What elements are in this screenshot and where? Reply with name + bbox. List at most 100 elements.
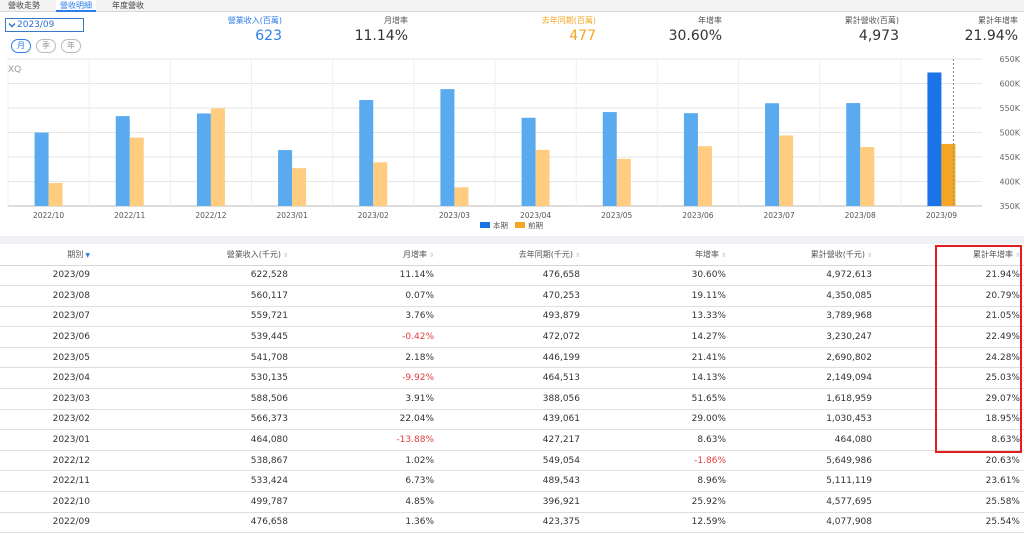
stat-cumulative-label: 累計營收(百萬) — [844, 16, 899, 25]
table-row[interactable]: 2023/08 560,117 0.07% 470,253 19.11% 4,350,08… — [0, 285, 1024, 307]
x-tick-label: 2023/08 — [845, 211, 876, 220]
cell-last-year: 489,543 — [438, 470, 584, 493]
cell-last-year: 388,056 — [438, 388, 584, 410]
cell-revenue: 560,117 — [94, 285, 292, 307]
tab-revenue-trend[interactable]: 營收走勢 — [8, 1, 40, 10]
segment-quarter[interactable]: 季 — [36, 39, 56, 53]
table-row[interactable]: 2023/01 464,080 -13.88% 427,217 8.63% 464,080… — [0, 429, 1024, 451]
bar-previous — [292, 168, 307, 206]
x-tick-label: 2023/02 — [358, 211, 389, 220]
cell-cumulative-yoy: 20.79% — [876, 285, 1024, 307]
table-row[interactable]: 2023/05 541,708 2.18% 446,199 21.41% 2,690,80… — [0, 347, 1024, 369]
col-header-label: 去年同期(千元) — [518, 250, 573, 260]
cell-cumulative-yoy: 22.49% — [876, 326, 1024, 348]
cell-cumulative-yoy: 21.05% — [876, 306, 1024, 328]
cell-mom: -0.42% — [292, 326, 438, 348]
cell-revenue: 588,506 — [94, 388, 292, 410]
col-header-revenue[interactable]: 營業收入(千元) ⇕ — [94, 245, 292, 266]
table-row[interactable]: 2023/02 566,373 22.04% 439,061 29.00% 1,030,4… — [0, 409, 1024, 431]
bar-current — [846, 103, 861, 206]
stat-revenue: 營業收入(百萬) 623 — [172, 15, 282, 44]
sort-icon: ⇕ — [1014, 252, 1020, 260]
cell-last-year: 396,921 — [438, 491, 584, 513]
cell-period: 2022/10 — [0, 491, 94, 513]
col-header-label: 累計營收(千元) — [810, 250, 865, 260]
table-row[interactable]: 2022/09 476,658 1.36% 423,375 12.59% 4,077,90… — [0, 512, 1024, 534]
bar-previous — [129, 137, 144, 206]
period-select[interactable]: 2023/09 — [5, 18, 84, 32]
cell-revenue: 538,867 — [94, 450, 292, 472]
col-header-yoy[interactable]: 年增率 ⇕ — [584, 245, 730, 266]
revenue-chart: 350K 400K 450K 500K 550K 600K 650K XQ 2022/10 202… — [0, 55, 1024, 234]
table-row[interactable]: 2022/10 499,787 4.85% 396,921 25.92% 4,577,69… — [0, 491, 1024, 513]
table-row[interactable]: 2023/04 530,135 -9.92% 464,513 14.13% 2,149,0… — [0, 367, 1024, 390]
stat-last-year-value: 477 — [569, 28, 596, 44]
bar-current — [34, 132, 49, 206]
col-header-label: 年增率 — [694, 250, 719, 260]
cell-period: 2022/12 — [0, 450, 94, 472]
col-header-cumulative[interactable]: 累計營收(千元) ⇕ — [730, 245, 876, 266]
table-row[interactable]: 2023/03 588,506 3.91% 388,056 51.65% 1,618,95… — [0, 388, 1024, 410]
segment-year[interactable]: 年 — [61, 39, 81, 53]
tab-revenue-detail[interactable]: 營收明細 — [56, 0, 96, 12]
cell-cumulative: 4,972,613 — [730, 265, 876, 287]
table-row[interactable]: 2022/12 538,867 1.02% 549,054 -1.86% 5,649,98… — [0, 450, 1024, 472]
cell-mom: 3.76% — [292, 306, 438, 328]
bar-current — [765, 103, 780, 206]
col-header-cumulative-yoy[interactable]: 累計年增率 ⇕ — [876, 245, 1024, 266]
legend-label-current: 本期 — [493, 220, 508, 230]
y-tick-label: 400K — [999, 178, 1020, 187]
stat-mom-value: 11.14% — [354, 28, 408, 44]
x-tick-label: 2023/03 — [439, 211, 470, 220]
cell-cumulative-yoy: 18.95% — [876, 409, 1024, 431]
cell-mom: 0.07% — [292, 285, 438, 307]
bar-current — [115, 116, 130, 206]
cell-last-year: 423,375 — [438, 512, 584, 534]
cell-period: 2023/06 — [0, 326, 94, 348]
table-row[interactable]: 2022/11 533,424 6.73% 489,543 8.96% 5,111,119… — [0, 470, 1024, 493]
stat-yoy-value: 30.60% — [668, 28, 722, 44]
cell-yoy: 29.00% — [584, 409, 730, 431]
sort-icon: ⇕ — [574, 252, 580, 260]
cell-revenue: 530,135 — [94, 367, 292, 390]
col-header-period[interactable]: 期別 ▼ — [0, 245, 94, 266]
bar-current — [927, 72, 942, 206]
cell-mom: 3.91% — [292, 388, 438, 410]
segment-month[interactable]: 月 — [11, 39, 31, 53]
bar-previous — [616, 158, 631, 206]
cell-mom: 4.85% — [292, 491, 438, 513]
stat-yoy-label: 年增率 — [698, 16, 722, 25]
cell-last-year: 549,054 — [438, 450, 584, 472]
table-row[interactable]: 2023/07 559,721 3.76% 493,879 13.33% 3,789,96… — [0, 306, 1024, 328]
period-select-value: 2023/09 — [17, 20, 55, 30]
sort-icon: ⇕ — [866, 252, 872, 260]
sort-icon: ⇕ — [428, 252, 434, 260]
stat-yoy: 年增率 30.60% — [612, 15, 722, 44]
stat-mom: 月增率 11.14% — [298, 15, 408, 44]
bar-previous — [779, 135, 794, 206]
cell-yoy: -1.86% — [584, 450, 730, 472]
cell-mom: 1.02% — [292, 450, 438, 472]
cell-mom: 22.04% — [292, 409, 438, 431]
col-header-label: 月增率 — [402, 250, 427, 260]
col-header-mom[interactable]: 月增率 ⇕ — [292, 245, 438, 266]
cell-mom: 11.14% — [292, 265, 438, 287]
x-tick-label: 2023/05 — [601, 211, 632, 220]
cell-cumulative-yoy: 23.61% — [876, 470, 1024, 493]
x-tick-label: 2023/06 — [682, 211, 713, 220]
table-row[interactable]: 2023/09 622,528 11.14% 476,658 30.60% 4,972,6… — [0, 265, 1024, 287]
cell-revenue: 566,373 — [94, 409, 292, 431]
tab-annual-revenue[interactable]: 年度營收 — [112, 1, 144, 10]
cell-cumulative: 1,618,959 — [730, 388, 876, 410]
stat-revenue-label: 營業收入(百萬) — [227, 16, 282, 25]
col-header-last-year[interactable]: 去年同期(千元) ⇕ — [438, 245, 584, 266]
stat-last-year: 去年同期(百萬) 477 — [486, 15, 596, 44]
bar-previous — [535, 149, 550, 206]
cell-yoy: 14.27% — [584, 326, 730, 348]
table-row[interactable]: 2023/06 539,445 -0.42% 472,072 14.27% 3,230,2… — [0, 326, 1024, 348]
chart-watermark: XQ — [8, 65, 21, 75]
cell-mom: 1.36% — [292, 512, 438, 534]
x-tick-label: 2023/07 — [763, 211, 794, 220]
sort-down-icon: ▼ — [85, 252, 90, 260]
cell-revenue: 539,445 — [94, 326, 292, 348]
